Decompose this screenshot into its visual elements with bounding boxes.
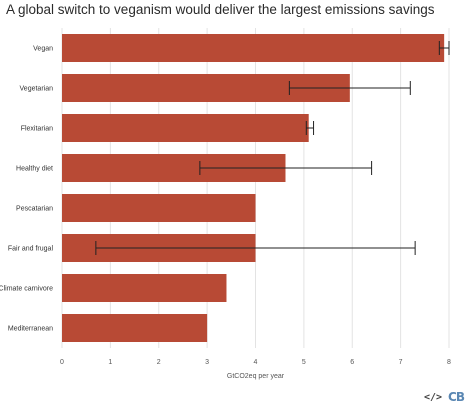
embed-code-icon[interactable]: </> bbox=[423, 391, 443, 403]
y-tick-label: Healthy diet bbox=[16, 166, 53, 173]
x-tick-label: 7 bbox=[399, 359, 403, 366]
x-tick-label: 1 bbox=[108, 359, 112, 366]
y-tick-label: Climate carnivore bbox=[0, 286, 53, 293]
x-axis-label: GtCO2eq per year bbox=[227, 373, 285, 380]
carbon-brief-logo: CB bbox=[448, 390, 465, 404]
x-tick-label: 4 bbox=[254, 359, 258, 366]
y-tick-label: Pescatarian bbox=[16, 206, 53, 213]
y-tick-label: Flexitarian bbox=[21, 126, 53, 133]
x-tick-label: 8 bbox=[447, 359, 451, 366]
y-tick-label: Mediterranean bbox=[8, 326, 53, 333]
x-tick-label: 6 bbox=[350, 359, 354, 366]
bar bbox=[62, 194, 256, 222]
chart-title: A global switch to veganism would delive… bbox=[6, 2, 435, 17]
x-tick-label: 3 bbox=[205, 359, 209, 366]
y-tick-label: Fair and frugal bbox=[8, 246, 54, 253]
bar bbox=[62, 314, 208, 342]
x-tick-label: 2 bbox=[157, 359, 161, 366]
bar bbox=[62, 34, 445, 62]
bar bbox=[62, 274, 227, 302]
bar bbox=[62, 114, 309, 142]
y-tick-label: Vegan bbox=[33, 46, 53, 53]
x-tick-label: 0 bbox=[60, 359, 64, 366]
footer: </> CB bbox=[423, 390, 465, 404]
y-tick-label: Vegetarian bbox=[20, 86, 54, 93]
x-tick-label: 5 bbox=[302, 359, 306, 366]
